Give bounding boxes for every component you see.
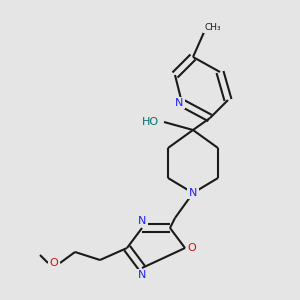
Text: N: N <box>189 188 197 198</box>
Text: N: N <box>175 98 183 108</box>
Text: CH₃: CH₃ <box>205 22 221 32</box>
Text: N: N <box>138 216 146 226</box>
Text: HO: HO <box>141 117 159 127</box>
Text: O: O <box>50 258 58 268</box>
Text: N: N <box>138 270 146 280</box>
Text: O: O <box>188 243 196 253</box>
